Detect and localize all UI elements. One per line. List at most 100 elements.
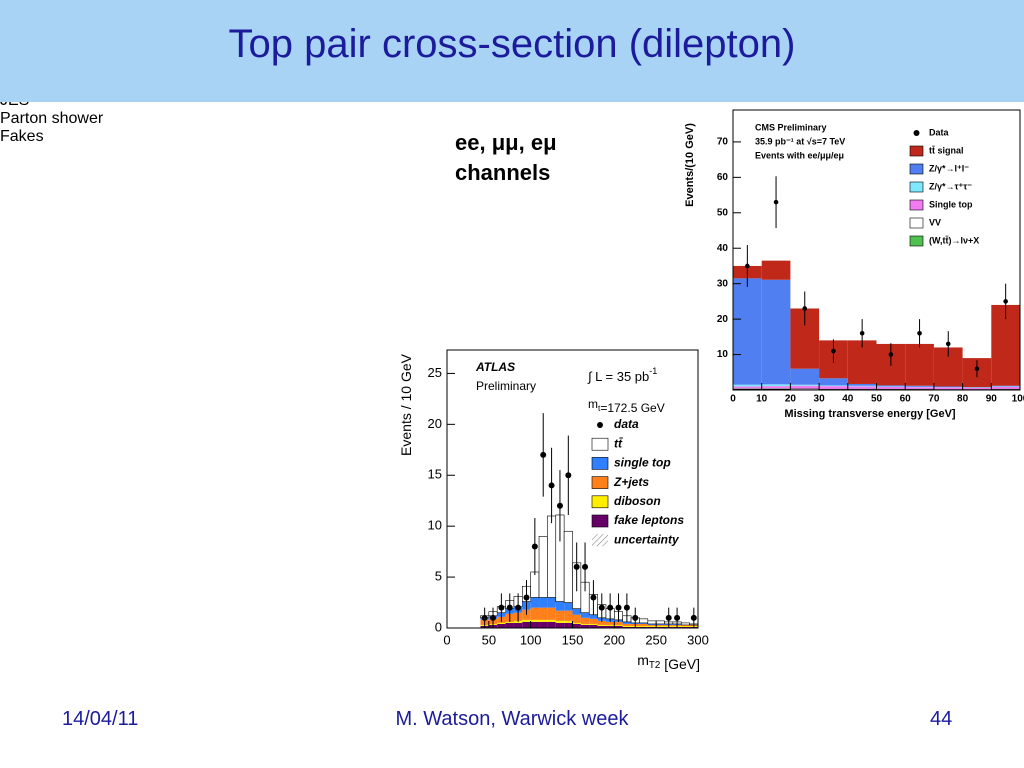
histogram-segment (563, 530, 573, 603)
y-tick-label: 50 (717, 207, 729, 218)
histogram-segment (761, 279, 791, 385)
x-tick-label: 200 (603, 632, 625, 647)
text-run: Missing transverse energy [GeV] (784, 408, 956, 420)
annotation: Events with ee/μμ/eμ (755, 150, 844, 160)
data-point (531, 543, 538, 550)
histogram-segment (819, 385, 848, 387)
histogram-segment (639, 622, 648, 624)
y-tick-label: 20 (428, 416, 442, 431)
data-point (974, 366, 980, 372)
text-run: Events / 10 GeV (398, 353, 414, 456)
histogram-segment (547, 607, 556, 620)
legend-label: fake leptons (614, 513, 684, 527)
footer-date: 14/04/11 (62, 708, 139, 730)
legend-swatch (909, 163, 924, 175)
x-tick-label: 150 (562, 632, 584, 647)
legend-swatch (591, 495, 609, 509)
sub-bullet: Parton shower (0, 110, 1024, 128)
histogram-segment (539, 621, 548, 628)
y-tick-label: 60 (717, 172, 729, 183)
y-tick-label: 15 (428, 467, 442, 482)
histogram-segment (790, 388, 820, 390)
y-axis-label: Events/(10 GeV) (684, 123, 696, 207)
footer-author: M. Watson, Warwick week (395, 708, 629, 730)
y-tick-label: 10 (428, 518, 442, 533)
data-point (888, 352, 894, 357)
histogram-segment (847, 385, 877, 387)
histogram-segment (547, 597, 556, 608)
histogram-segment (555, 620, 565, 623)
histogram-segment (876, 385, 906, 387)
data-point (582, 563, 589, 570)
histogram-segment (580, 617, 590, 624)
y-tick-label: 20 (717, 314, 729, 325)
histogram-segment (905, 387, 934, 389)
histogram-segment (933, 387, 963, 390)
data-point (540, 451, 547, 458)
legend-label: VV (929, 217, 941, 227)
histogram-segment (572, 608, 581, 615)
data-point (523, 594, 530, 601)
data-point (859, 330, 865, 336)
histogram-segment (905, 385, 934, 387)
legend-label: Z+jets (613, 475, 649, 489)
data-point (615, 604, 622, 611)
legend-label: Z/γ*→l⁺l⁻ (929, 163, 969, 173)
histogram-segment (538, 536, 548, 598)
x-tick-label: 50 (871, 394, 883, 405)
legend-swatch (909, 235, 924, 247)
histogram-segment (597, 624, 606, 626)
subscript: t (598, 403, 601, 413)
y-tick-label: 10 (717, 349, 729, 360)
x-tick-label: 50 (482, 632, 496, 647)
histogram-segment (547, 621, 556, 628)
data-point (665, 614, 672, 621)
histogram-segment (622, 623, 632, 626)
text-run: Fakes (0, 127, 44, 145)
legend-swatch (591, 457, 609, 470)
text-run: Events/(10 GeV) (684, 123, 696, 207)
histogram-segment (681, 625, 690, 627)
slide-title: Top pair cross-section (dilepton) (228, 22, 796, 66)
histogram-segment (580, 624, 590, 628)
histogram-segment (564, 602, 573, 611)
histogram-segment (547, 515, 557, 598)
legend-label: tt̄ (614, 436, 623, 450)
text-run: Parton shower (0, 109, 104, 127)
x-axis-label: Missing transverse energy [GeV] (784, 408, 956, 420)
annotation: CMS Preliminary (755, 122, 827, 132)
histogram-segment (539, 607, 548, 620)
histogram-segment (597, 620, 606, 625)
histogram-segment (580, 612, 590, 618)
histogram-segment (647, 625, 657, 627)
histogram-segment (497, 623, 506, 628)
histogram-segment (639, 623, 648, 626)
x-tick-label: 100 (520, 632, 542, 647)
x-tick-label: 0 (730, 394, 736, 405)
histogram-segment (761, 260, 791, 280)
y-tick-label: 30 (717, 278, 729, 289)
histogram-segment (547, 619, 556, 622)
x-tick-label: 30 (814, 394, 826, 405)
data-point (506, 604, 513, 611)
histogram-segment (530, 619, 540, 622)
histogram-segment (933, 386, 963, 388)
data-point (607, 604, 614, 611)
legend-marker (597, 422, 603, 428)
annotation: Preliminary (476, 379, 536, 393)
data-point (1003, 299, 1008, 304)
histogram-segment (991, 385, 1020, 387)
legend-label: single top (614, 456, 671, 470)
data-point (831, 348, 836, 354)
legend-label: uncertainty (614, 532, 680, 546)
data-point (917, 330, 922, 336)
legend-swatch (592, 534, 608, 547)
histogram-segment (733, 387, 763, 390)
histogram-segment (522, 621, 531, 628)
y-tick-label: 70 (717, 137, 729, 148)
y-tick-label: 0 (435, 619, 442, 634)
histogram-segment (589, 624, 598, 628)
legend-swatch (909, 217, 924, 229)
histogram-segment (564, 622, 573, 628)
